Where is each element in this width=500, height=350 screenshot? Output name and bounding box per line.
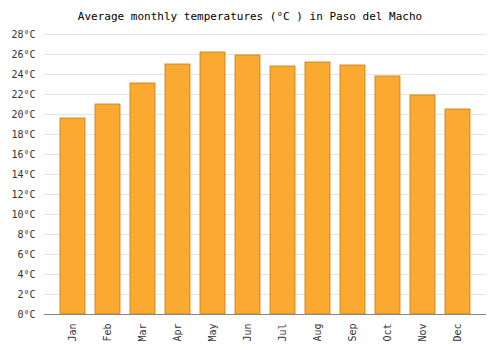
svg-text:18°C: 18°C xyxy=(11,129,35,140)
svg-text:Nov: Nov xyxy=(417,324,428,342)
svg-text:May: May xyxy=(207,324,218,342)
svg-text:Jan: Jan xyxy=(67,324,78,342)
svg-text:16°C: 16°C xyxy=(11,149,35,160)
svg-text:22°C: 22°C xyxy=(11,89,35,100)
svg-text:10°C: 10°C xyxy=(11,209,35,220)
svg-text:2°C: 2°C xyxy=(17,289,35,300)
svg-text:14°C: 14°C xyxy=(11,169,35,180)
svg-text:0°C: 0°C xyxy=(17,309,35,320)
svg-text:8°C: 8°C xyxy=(17,229,35,240)
svg-text:Jul: Jul xyxy=(277,324,288,342)
html-text:Average monthly temperatures (: Average monthly temperatures (°C ) in Pa… xyxy=(77,10,423,23)
svg-text:24°C: 24°C xyxy=(11,69,35,80)
svg-text:26°C: 26°C xyxy=(11,49,35,60)
svg-text:20°C: 20°C xyxy=(11,109,35,120)
svg-text:Jun: Jun xyxy=(242,324,253,342)
svg-text:Oct: Oct xyxy=(382,324,393,342)
svg-text:Dec: Dec xyxy=(452,324,463,342)
svg-text:6°C: 6°C xyxy=(17,249,35,260)
svg-text:4°C: 4°C xyxy=(17,269,35,280)
svg-text:Sep: Sep xyxy=(347,324,358,342)
svg-text:Aug: Aug xyxy=(312,324,323,342)
svg-text:12°C: 12°C xyxy=(11,189,35,200)
svg-text:28°C: 28°C xyxy=(11,29,35,40)
svg-text:Mar: Mar xyxy=(137,324,148,342)
svg-text:Feb: Feb xyxy=(102,324,113,342)
svg-text:Apr: Apr xyxy=(172,324,183,342)
